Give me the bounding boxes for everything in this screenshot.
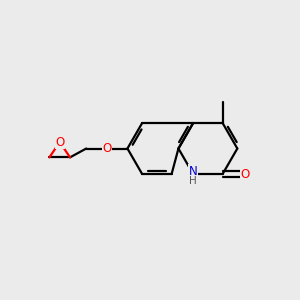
Text: O: O [241, 167, 250, 181]
Text: N: N [189, 165, 197, 178]
Text: O: O [102, 142, 112, 155]
Text: O: O [55, 136, 64, 148]
Text: H: H [189, 176, 197, 185]
